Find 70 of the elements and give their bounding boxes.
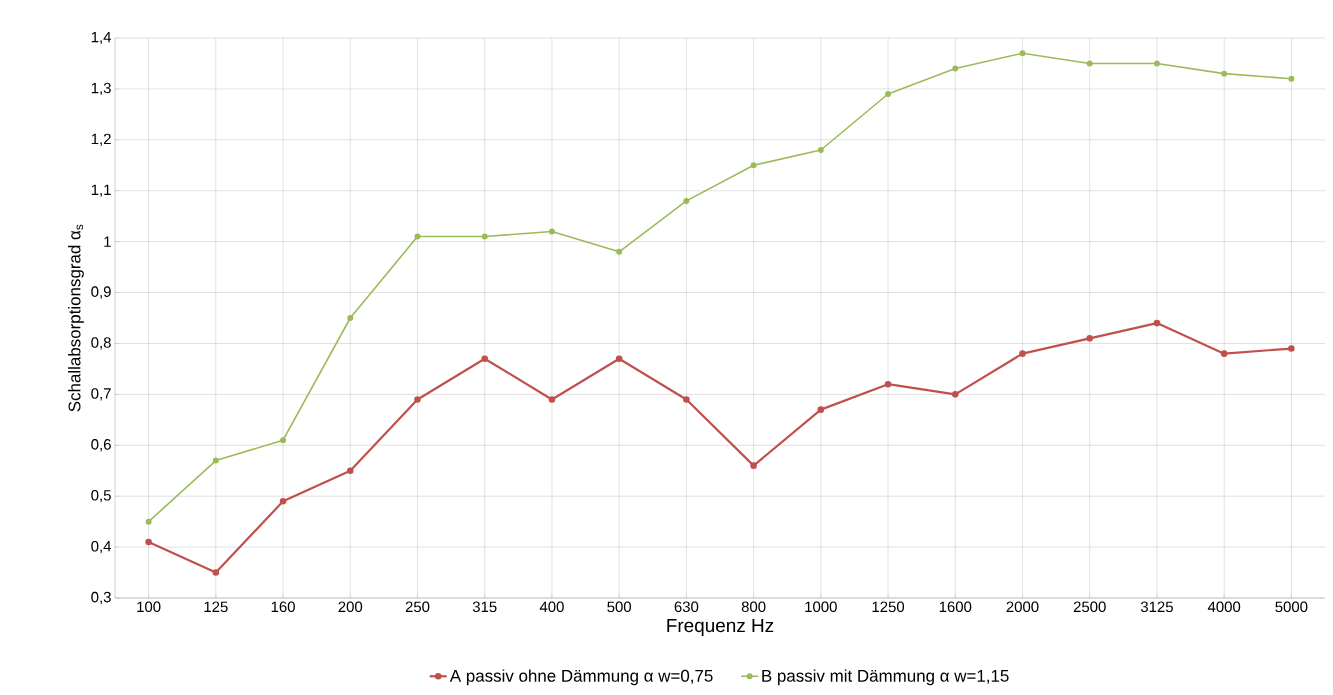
- x-tick-label: 400: [539, 601, 564, 613]
- x-tick-label: 2000: [1006, 601, 1039, 613]
- y-tick-label: 0,4: [91, 540, 112, 554]
- point: [347, 315, 354, 321]
- point: [1288, 345, 1295, 352]
- point: [481, 355, 489, 363]
- point: [279, 497, 287, 505]
- x-tick-label: 500: [607, 601, 632, 613]
- y-tick-label: 1,4: [91, 31, 112, 45]
- point: [884, 380, 892, 388]
- x-tick-label: 1250: [872, 601, 905, 613]
- point: [414, 396, 421, 403]
- point: [615, 355, 623, 363]
- x-tick-label: 1000: [805, 601, 837, 613]
- y-tick-label: 0,3: [91, 591, 111, 605]
- y-tick-label: 1: [104, 236, 111, 247]
- x-tick-label: 200: [338, 601, 363, 613]
- point: [750, 162, 757, 169]
- point: [1153, 60, 1160, 67]
- x-tick-label: 125: [204, 601, 228, 613]
- x-tick-label: 1600: [939, 601, 972, 613]
- y-tick-label: 1,3: [91, 82, 111, 96]
- point: [280, 437, 287, 444]
- point: [817, 147, 824, 153]
- legend-label: A passiv ohne Dämmung α w=0,75: [449, 669, 713, 686]
- point: [1153, 319, 1161, 327]
- point: [750, 462, 757, 469]
- point: [212, 569, 220, 576]
- point: [1220, 350, 1228, 357]
- point: [548, 396, 556, 403]
- y-tick-label: 1,1: [91, 184, 111, 197]
- y-axis-title: Schallabsorptionsgrad α$_{s}$: [68, 224, 84, 412]
- point: [885, 91, 892, 97]
- x-tick-label: 250: [405, 601, 430, 613]
- point: [817, 406, 825, 413]
- x-tick-label: 4000: [1207, 601, 1241, 613]
- y-tick-label: 0,6: [91, 439, 111, 452]
- y-tick-label: 0,9: [91, 286, 111, 299]
- point: [548, 228, 555, 235]
- x-tick-label: 100: [137, 601, 161, 613]
- x-tick-label: 5000: [1275, 601, 1308, 613]
- point: [145, 538, 152, 546]
- y-tick-label: 1,2: [91, 133, 111, 146]
- y-tick-label: 0,8: [91, 337, 111, 350]
- point: [1019, 350, 1026, 357]
- point: [1019, 50, 1026, 57]
- point: [1221, 70, 1228, 77]
- x-tick-label: 160: [271, 601, 295, 613]
- point: [1086, 60, 1093, 67]
- point: [414, 233, 421, 240]
- point: [346, 467, 354, 475]
- x-axis-title: Frequenz Hz: [667, 618, 774, 636]
- legend-label: B passiv mit Dämmung α w=1,15: [762, 669, 1009, 686]
- point: [145, 518, 152, 525]
- x-tick-label: 800: [741, 601, 766, 613]
- x-tick-label: 2500: [1073, 601, 1106, 613]
- point: [212, 457, 219, 464]
- point: [951, 391, 959, 398]
- point: [683, 396, 690, 403]
- point: [1288, 75, 1295, 82]
- x-tick-label: 315: [472, 601, 497, 613]
- y-tick-label: 0,7: [91, 388, 111, 401]
- point: [1086, 335, 1094, 342]
- point: [481, 233, 488, 240]
- point: [683, 197, 690, 204]
- point: [616, 248, 623, 255]
- x-tick-label: 3125: [1140, 601, 1173, 613]
- point: [952, 65, 959, 72]
- x-tick-label: 630: [674, 601, 699, 613]
- y-tick-label: 0,5: [91, 490, 111, 503]
